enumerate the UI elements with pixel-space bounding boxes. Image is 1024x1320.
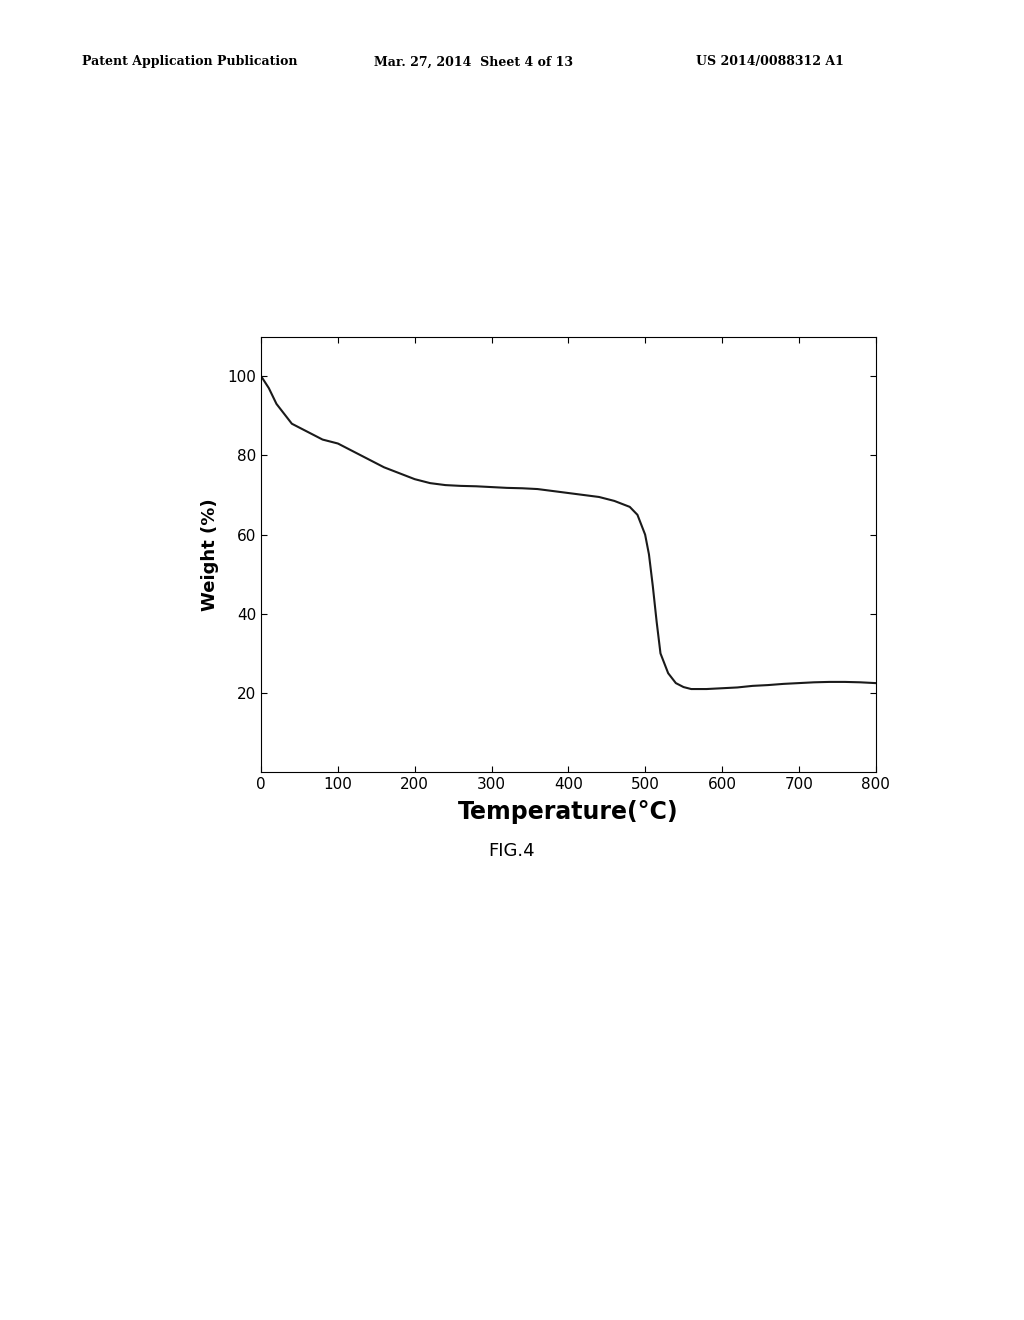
Text: Patent Application Publication: Patent Application Publication	[82, 55, 297, 69]
X-axis label: Temperature(°C): Temperature(°C)	[458, 800, 679, 825]
Text: Mar. 27, 2014  Sheet 4 of 13: Mar. 27, 2014 Sheet 4 of 13	[374, 55, 572, 69]
Text: US 2014/0088312 A1: US 2014/0088312 A1	[696, 55, 844, 69]
Text: FIG.4: FIG.4	[488, 842, 536, 861]
Y-axis label: Weight (%): Weight (%)	[201, 498, 219, 611]
